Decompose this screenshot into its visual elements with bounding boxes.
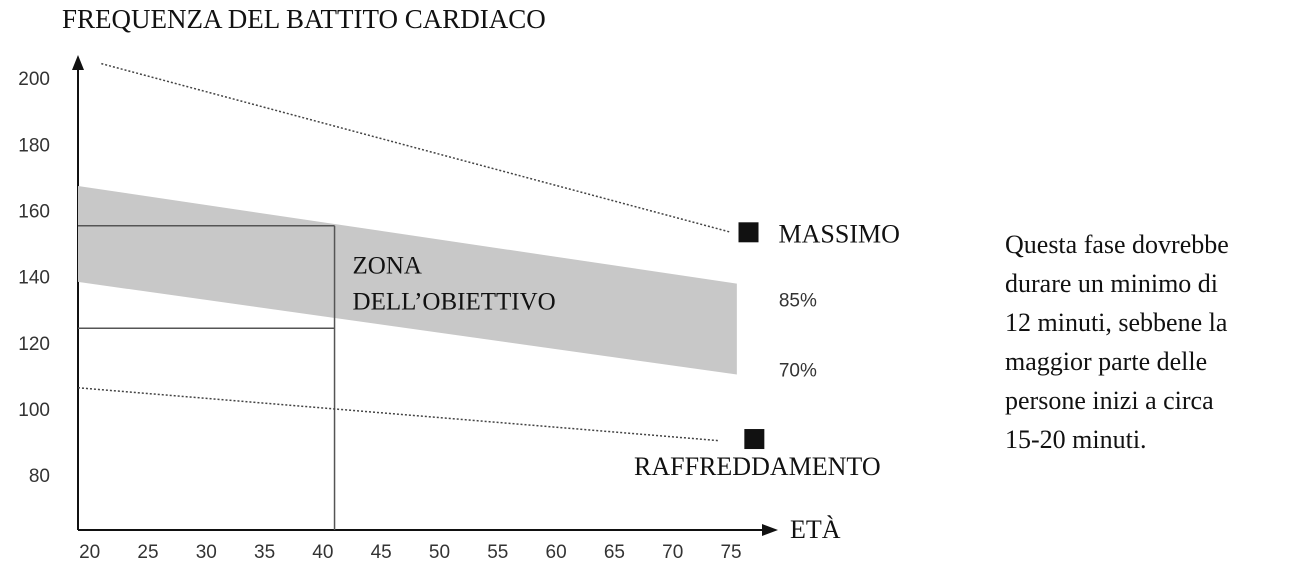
series-label: MASSIMO	[779, 219, 900, 248]
zone-label: DELL’OBIETTIVO	[353, 288, 556, 315]
x-tick-label: 60	[546, 542, 567, 563]
x-tick-label: 20	[79, 542, 100, 563]
x-tick-label: 30	[196, 542, 217, 563]
x-tick-label: 65	[604, 542, 625, 563]
note-line: 12 minuti, sebbene la	[1005, 308, 1228, 337]
y-tick-label: 80	[29, 466, 50, 487]
note-line: maggior parte delle	[1005, 347, 1207, 376]
x-tick-label: 50	[429, 542, 450, 563]
x-axis-label: ETÀ	[790, 515, 841, 544]
note-line: persone inizi a circa	[1005, 386, 1214, 415]
x-tick-label: 45	[371, 542, 392, 563]
x-tick-label: 75	[720, 542, 741, 563]
note-line: durare un minimo di	[1005, 269, 1218, 298]
y-tick-label: 100	[18, 400, 50, 421]
series-label: RAFFREDDAMENTO	[634, 452, 881, 481]
note-line: 15-20 minuti.	[1005, 425, 1147, 454]
y-tick-label: 120	[18, 334, 50, 355]
y-tick-label: 140	[18, 268, 50, 289]
series-line	[77, 387, 720, 442]
x-tick-label: 70	[662, 542, 683, 563]
x-tick-label: 35	[254, 542, 275, 563]
series-marker	[738, 222, 759, 243]
y-tick-label: 200	[18, 69, 50, 90]
y-tick-label: 160	[18, 201, 50, 222]
x-tick-label: 40	[312, 542, 333, 563]
x-tick-label: 55	[487, 542, 508, 563]
y-axis-arrow	[72, 55, 84, 70]
zone-label: ZONA	[353, 252, 422, 279]
x-tick-label: 25	[137, 542, 158, 563]
x-axis-arrow	[762, 524, 778, 536]
y-tick-label: 180	[18, 135, 50, 156]
target-band	[78, 186, 737, 375]
band-label: 85%	[779, 291, 817, 312]
series-line	[101, 62, 732, 234]
series-marker	[744, 429, 765, 450]
band-label: 70%	[779, 361, 817, 382]
note-line: Questa fase dovrebbe	[1005, 230, 1229, 259]
chart-title: FREQUENZA DEL BATTITO CARDIACO	[62, 4, 546, 34]
